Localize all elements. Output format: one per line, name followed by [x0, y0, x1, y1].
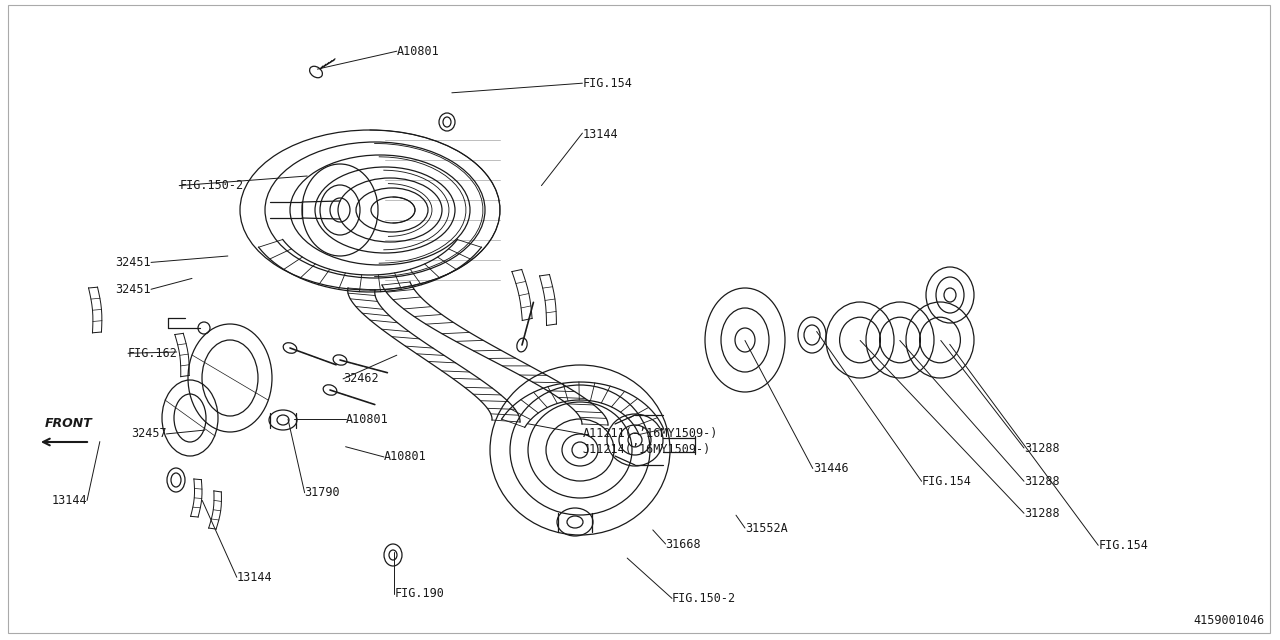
Text: FIG.150-2: FIG.150-2 — [672, 592, 736, 605]
Text: 13144: 13144 — [51, 494, 87, 507]
Text: A10801: A10801 — [346, 413, 388, 426]
Text: 32462: 32462 — [343, 372, 379, 385]
Text: 13144: 13144 — [237, 571, 273, 584]
Text: 31288: 31288 — [1024, 475, 1060, 488]
Text: 31552A: 31552A — [745, 522, 787, 534]
Text: 31288: 31288 — [1024, 507, 1060, 520]
Text: FIG.162: FIG.162 — [128, 347, 178, 360]
Text: 13144: 13144 — [582, 128, 618, 141]
Text: J11214(’16MY1509-): J11214(’16MY1509-) — [582, 443, 710, 456]
Text: A10801: A10801 — [384, 451, 426, 463]
Text: A10801: A10801 — [397, 45, 439, 58]
Text: 32451: 32451 — [115, 283, 151, 296]
Text: 31790: 31790 — [305, 486, 340, 499]
Text: FRONT: FRONT — [45, 417, 92, 430]
Text: FIG.150-2: FIG.150-2 — [179, 179, 243, 192]
Text: FIG.154: FIG.154 — [922, 475, 972, 488]
Text: 31668: 31668 — [666, 538, 701, 550]
Text: 32451: 32451 — [115, 256, 151, 269]
Text: 31446: 31446 — [813, 462, 849, 475]
Text: 4159001046: 4159001046 — [1193, 614, 1265, 627]
Text: FIG.154: FIG.154 — [1098, 539, 1148, 552]
Text: 31288: 31288 — [1024, 442, 1060, 454]
Text: FIG.190: FIG.190 — [394, 588, 444, 600]
Text: A11211(-’16MY1509-): A11211(-’16MY1509-) — [582, 428, 718, 440]
Text: FIG.154: FIG.154 — [582, 77, 632, 90]
Text: 32457: 32457 — [131, 428, 166, 440]
